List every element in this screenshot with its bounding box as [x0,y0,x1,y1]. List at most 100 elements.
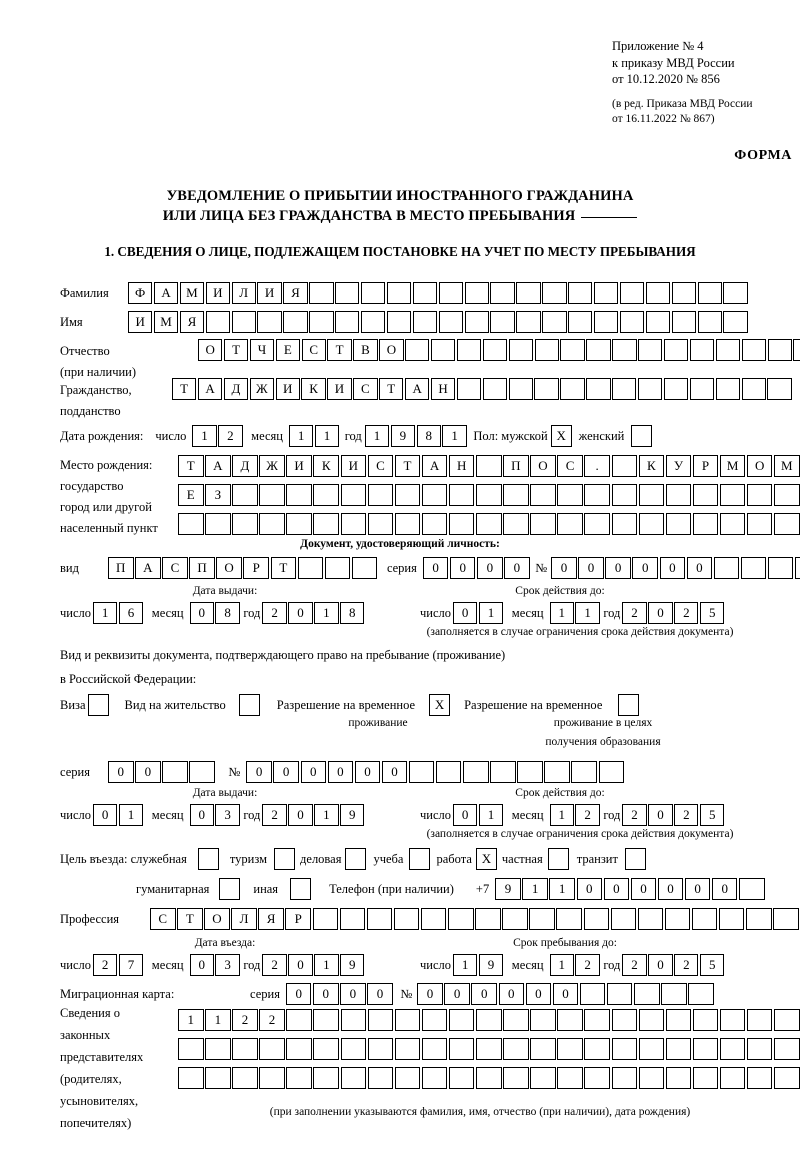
char-cell[interactable] [259,484,285,506]
char-cell[interactable] [746,1038,773,1060]
char-cell[interactable]: Р [692,455,719,477]
char-cell[interactable] [340,484,367,506]
char-cell[interactable] [313,513,339,535]
char-cell[interactable] [619,282,645,304]
char-cell[interactable]: Т [394,455,421,477]
char-cell[interactable] [412,311,438,333]
char-cell[interactable] [516,282,541,304]
char-cell[interactable]: К [301,378,326,400]
char-cell[interactable]: М [153,311,179,333]
char-cell[interactable] [482,339,508,361]
char-cell[interactable] [257,311,282,333]
char-cell[interactable] [259,1038,285,1060]
char-cell[interactable]: Т [172,378,197,400]
char-cell[interactable]: 0 [313,983,339,1005]
char-cell[interactable]: 0 [340,983,366,1005]
char-cell[interactable] [340,513,367,535]
char-cell[interactable]: 1 [575,602,600,624]
char-cell[interactable] [189,761,215,783]
char-cell[interactable] [178,1038,204,1060]
char-cell[interactable] [774,1038,800,1060]
char-cell[interactable]: 8 [215,602,240,624]
char-cell[interactable] [503,513,529,535]
char-cell[interactable]: 1 [192,425,217,447]
checkbox-purpose-business[interactable] [345,848,367,870]
char-cell[interactable] [313,1038,339,1060]
char-cell[interactable] [476,1009,502,1031]
char-cell[interactable]: А [135,557,161,579]
char-cell[interactable] [556,908,582,930]
char-cell[interactable]: 1 [118,804,144,826]
char-cell[interactable] [671,282,696,304]
char-cell[interactable] [542,311,567,333]
char-cell[interactable]: П [503,455,529,477]
char-cell[interactable]: О [530,455,556,477]
char-cell[interactable]: 1 [178,1009,204,1031]
char-cell[interactable]: 2 [218,425,243,447]
char-cell[interactable]: 2 [674,954,699,976]
char-cell[interactable] [746,484,773,506]
char-cell[interactable]: 0 [648,804,673,826]
char-cell[interactable] [205,311,230,333]
char-cell[interactable] [634,983,660,1005]
char-cell[interactable] [544,761,570,783]
char-cell[interactable] [665,1038,692,1060]
char-cell[interactable] [665,1067,692,1089]
char-cell[interactable]: 0 [504,557,530,579]
char-cell[interactable] [584,1038,610,1060]
char-cell[interactable] [421,484,448,506]
char-cell[interactable]: 1 [442,425,467,447]
char-cell[interactable]: 0 [288,602,313,624]
char-cell[interactable]: 0 [498,983,525,1005]
char-cell[interactable]: П [108,557,134,579]
char-cell[interactable]: 1 [314,804,339,826]
char-cell[interactable] [367,513,394,535]
char-cell[interactable] [715,339,741,361]
char-cell[interactable] [584,484,610,506]
char-cell[interactable]: А [205,455,231,477]
char-cell[interactable] [205,513,231,535]
char-cell[interactable] [259,513,285,535]
char-cell[interactable] [741,378,766,400]
char-cell[interactable] [394,1038,421,1060]
char-cell[interactable]: А [153,282,179,304]
char-cell[interactable]: Р [243,557,269,579]
char-cell[interactable]: 5 [700,804,725,826]
char-cell[interactable] [638,1038,665,1060]
char-cell[interactable] [571,761,597,783]
char-cell[interactable]: 0 [246,761,272,783]
char-cell[interactable] [584,1067,610,1089]
char-cell[interactable]: О [198,339,223,361]
checkbox-purpose-private[interactable] [547,848,569,870]
char-cell[interactable] [583,908,609,930]
char-cell[interactable] [508,339,533,361]
char-cell[interactable] [638,1067,665,1089]
char-cell[interactable] [313,484,339,506]
char-cell[interactable] [665,1009,692,1031]
char-cell[interactable] [408,761,435,783]
char-cell[interactable] [361,282,386,304]
char-cell[interactable]: М [774,455,800,477]
char-cell[interactable] [366,908,393,930]
char-cell[interactable]: Т [270,557,297,579]
char-cell[interactable] [405,339,430,361]
char-cell[interactable]: 0 [354,761,381,783]
char-cell[interactable] [612,339,637,361]
char-cell[interactable]: Я [258,908,284,930]
char-cell[interactable] [665,484,692,506]
char-cell[interactable] [719,1009,746,1031]
char-cell[interactable]: И [257,282,282,304]
checkbox-purpose-study[interactable] [409,848,431,870]
char-cell[interactable]: А [405,378,430,400]
